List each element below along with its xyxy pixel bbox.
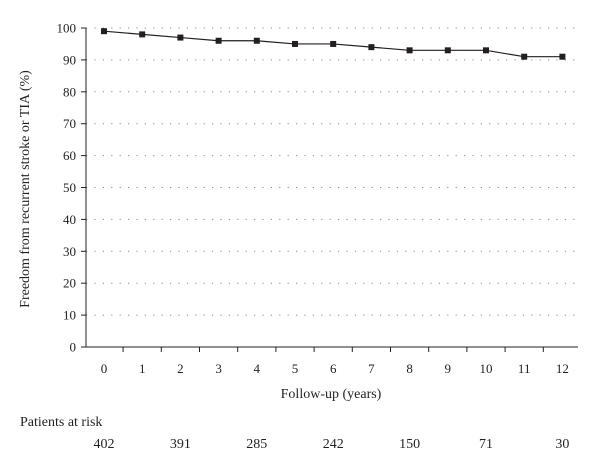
risk-value: 391 [170,437,191,452]
data-point [559,53,566,60]
y-tick-label: 80 [63,84,76,99]
x-tick-label: 12 [556,361,569,376]
x-tick-label: 8 [406,361,413,376]
risk-value: 30 [555,437,569,452]
y-tick-label: 60 [63,148,76,163]
x-tick-label: 3 [215,361,222,376]
x-tick-label: 9 [445,361,452,376]
x-tick-label: 1 [139,361,146,376]
y-tick-label: 10 [63,308,76,323]
data-point [330,40,337,47]
y-tick-label: 90 [63,52,76,67]
data-point [215,37,222,44]
y-tick-label: 50 [63,180,76,195]
data-point [444,47,451,54]
x-axis-label: Follow-up (years) [281,387,382,402]
x-tick-label: 5 [292,361,299,376]
y-axis-label: Freedom from recurrent stroke or TIA (%) [18,70,33,308]
x-tick-label: 6 [330,361,337,376]
data-point [177,34,184,41]
risk-table-title: Patients at risk [20,415,102,430]
x-tick-label: 0 [101,361,108,376]
data-series [101,28,566,60]
data-point [368,44,375,51]
y-tick-label: 0 [70,340,77,355]
x-tick-label: 11 [518,361,531,376]
data-point [521,53,528,60]
y-tick-label: 40 [63,212,76,227]
y-tick-label: 70 [63,116,76,131]
x-tick-label: 10 [480,361,493,376]
data-point [406,47,413,54]
risk-value: 150 [399,437,420,452]
y-axis: 0 10 20 30 40 50 60 70 80 90 100 [57,21,87,355]
risk-value: 71 [479,437,493,452]
risk-value: 242 [323,437,344,452]
x-tick-label: 2 [177,361,184,376]
data-point [292,40,298,47]
data-point [483,47,489,54]
data-point [101,28,107,35]
risk-value: 402 [94,437,115,452]
y-tick-label: 30 [63,244,76,259]
x-tick-label: 4 [254,361,261,376]
risk-value: 285 [246,437,267,452]
data-point [253,37,260,44]
data-point [139,31,146,38]
grid-lines [86,27,578,316]
risk-table-values: 402 391 285 242 150 71 30 [94,437,570,452]
x-tick-label: 7 [368,361,375,376]
x-axis: 0 1 2 3 4 5 6 7 8 9 10 11 12 [86,346,578,376]
y-tick-label: 20 [63,276,76,291]
y-tick-label: 100 [57,21,77,36]
